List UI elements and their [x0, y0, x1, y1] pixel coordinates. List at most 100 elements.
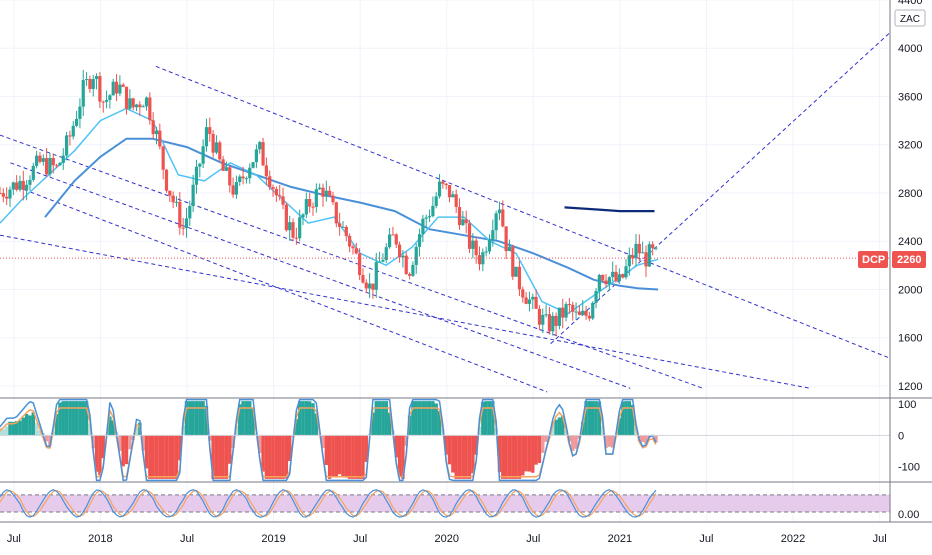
candle-body [11, 182, 15, 190]
candle-body [477, 255, 482, 265]
hist-bar [541, 435, 545, 453]
candle-body [368, 283, 372, 289]
hist-bar [597, 401, 602, 436]
candle-body [198, 163, 202, 167]
candle-body [351, 246, 355, 249]
hist-bar [164, 435, 169, 479]
hist-bar [561, 415, 565, 436]
candle-body [228, 167, 232, 186]
hist-bar [251, 408, 255, 436]
hist-bar [620, 401, 625, 436]
candle-body [301, 214, 305, 218]
candle-body [214, 142, 219, 153]
hist-bar [144, 435, 149, 469]
candle-body [51, 158, 55, 166]
hist-bar [174, 435, 179, 479]
candle-body [391, 234, 395, 236]
histogram-panel [0, 398, 890, 482]
y-tick-label: 3600 [898, 91, 922, 103]
hist-bar [307, 401, 312, 436]
candle-body [358, 253, 362, 276]
hist-bar [521, 435, 525, 476]
candle-body [274, 188, 278, 196]
candle-body [284, 204, 288, 231]
candle-body [644, 252, 648, 267]
candle-body [404, 255, 408, 275]
candle-body [527, 299, 532, 304]
candle-body [21, 180, 25, 190]
candle-body [131, 98, 135, 108]
hist-bar [31, 412, 35, 436]
channel-line [10, 162, 631, 389]
hist-bar [407, 415, 412, 436]
hist-bar [154, 435, 159, 479]
hist-bar [557, 417, 562, 436]
hist-bar [228, 435, 232, 464]
y-tick-label: 3200 [898, 140, 922, 152]
candle-body [621, 274, 625, 278]
hist-bar [264, 435, 269, 479]
hist-bar [527, 435, 532, 472]
y-tick-label: 1600 [898, 333, 922, 345]
candle-body [534, 296, 538, 309]
candle-body [174, 201, 179, 203]
candle-body [517, 266, 522, 290]
y-tick-label: 2800 [898, 188, 922, 200]
candle-body [641, 252, 645, 254]
candle-body [624, 266, 628, 278]
candle-body [344, 226, 348, 236]
candle-body [361, 275, 365, 283]
candle-body [114, 81, 119, 94]
hist-bar [437, 410, 442, 436]
candle-body [268, 176, 272, 188]
hist-bar [84, 401, 89, 436]
hist-bar [331, 435, 335, 478]
hist-bar [324, 435, 329, 465]
hist-bar [451, 435, 455, 473]
hist-bar [151, 435, 155, 479]
candle-body [111, 81, 115, 96]
hist-bar [617, 418, 622, 436]
candle-body [334, 202, 338, 224]
hist-bar [58, 402, 62, 436]
hist-bar [11, 421, 16, 436]
hist-bar [404, 435, 408, 446]
candle-body [524, 297, 528, 304]
candle-body [504, 226, 508, 252]
hist-bar [474, 435, 478, 455]
hist-bar [464, 435, 468, 479]
hist-bar [161, 435, 165, 479]
candle-body [158, 130, 162, 147]
hist-bar [98, 435, 102, 476]
candle-body [281, 196, 285, 205]
hist-bar [514, 435, 518, 479]
candle-body [201, 146, 205, 164]
candle-body [601, 274, 605, 281]
candle-body [594, 291, 598, 303]
hist-bar [204, 405, 209, 436]
candle-body [651, 244, 655, 249]
candle-body [547, 314, 552, 332]
hist-bar [284, 435, 289, 479]
candle-body [521, 289, 525, 298]
hist-y-tick-label: -100 [898, 461, 920, 473]
candle-body [611, 271, 615, 278]
candle-body [161, 146, 165, 170]
hist-bar [654, 435, 658, 443]
candle-body [71, 125, 75, 137]
candle-body [501, 209, 505, 227]
hist-bar [417, 401, 422, 436]
candle-body [288, 222, 292, 231]
hist-y-tick-label: 0 [898, 430, 904, 442]
candle-body [511, 246, 515, 277]
hist-bar [534, 435, 538, 465]
stoch-orange-line [0, 489, 657, 517]
x-tick-label: 2021 [608, 533, 632, 545]
candle-body [364, 282, 368, 289]
candle-body [118, 84, 122, 94]
hist-bar [28, 415, 32, 436]
candle-body [584, 310, 588, 316]
hist-bar [14, 421, 19, 436]
candle-body [18, 180, 22, 190]
